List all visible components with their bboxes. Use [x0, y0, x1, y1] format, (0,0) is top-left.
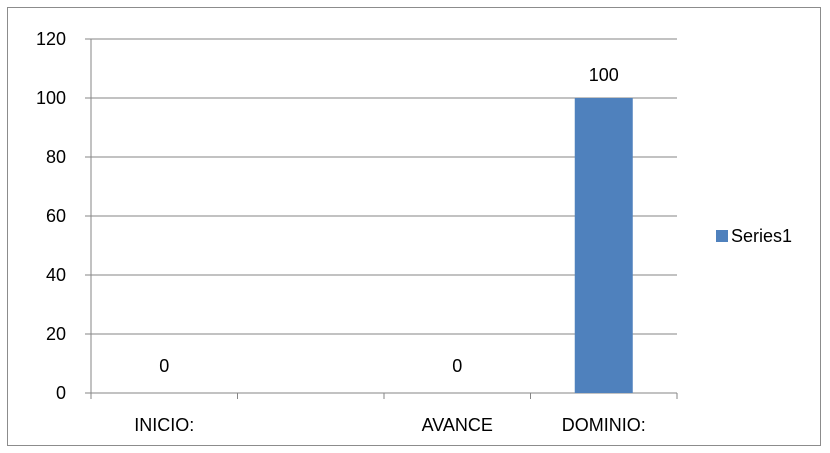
- legend-swatch: [716, 230, 728, 242]
- data-label: 100: [589, 65, 619, 85]
- x-tick-label: DOMINIO:: [562, 415, 646, 435]
- y-tick-label: 80: [46, 147, 66, 167]
- y-tick-label: 20: [46, 324, 66, 344]
- y-tick-label: 120: [36, 29, 66, 49]
- y-tick-label: 60: [46, 206, 66, 226]
- y-tick-labels: 0 20 40 60 80 100 120: [36, 29, 66, 403]
- legend: Series1: [716, 226, 792, 246]
- bar: [574, 98, 633, 393]
- x-tick-label: INICIO:: [134, 415, 194, 435]
- y-tick-label: 100: [36, 88, 66, 108]
- x-tick-labels: INICIO: AVANCE DOMINIO:: [134, 415, 646, 435]
- data-labels: 0 0 100: [159, 65, 619, 376]
- data-label: 0: [452, 356, 462, 376]
- y-tick-label: 40: [46, 265, 66, 285]
- data-label: 0: [159, 356, 169, 376]
- legend-label-series1: Series1: [731, 226, 792, 246]
- bars: [574, 98, 633, 393]
- chart-frame: [7, 7, 821, 446]
- x-tick-label: AVANCE: [422, 415, 493, 435]
- y-tick-label: 0: [56, 383, 66, 403]
